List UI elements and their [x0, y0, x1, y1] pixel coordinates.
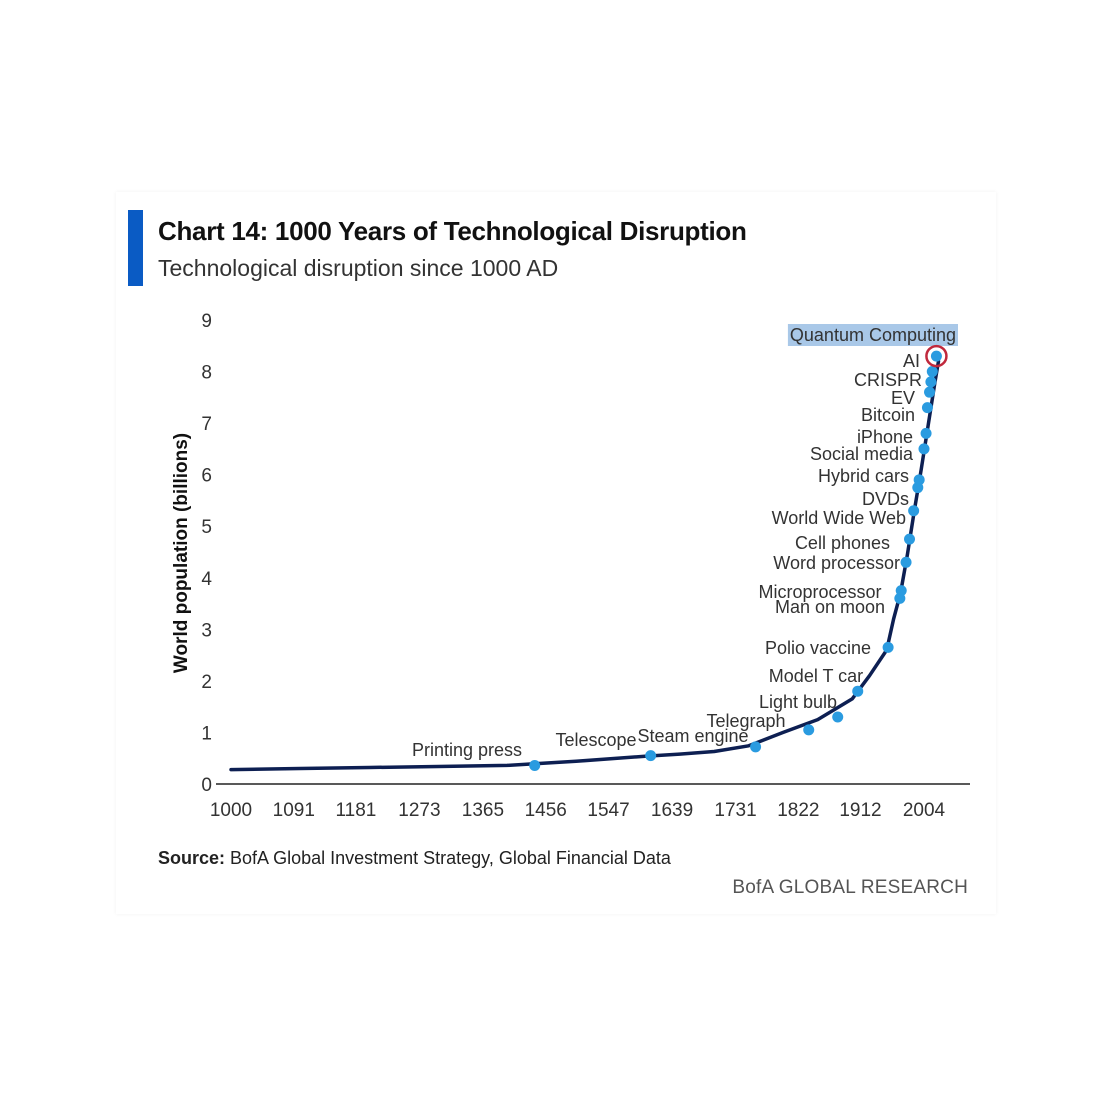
event-label-polio-vaccine: Polio vaccine	[765, 638, 871, 658]
y-tick-label: 5	[201, 517, 212, 538]
event-point-steam-engine	[750, 741, 762, 753]
event-label-social-media: Social media	[810, 444, 914, 464]
x-tick-label: 1912	[839, 800, 881, 821]
x-tick-label: 1456	[525, 800, 567, 821]
event-label-microprocessor: Microprocessor	[758, 582, 881, 602]
event-point-printing-press	[529, 759, 541, 771]
event-point-telegraph	[803, 724, 815, 736]
x-tick-label: 1547	[587, 800, 629, 821]
y-tick-label: 1	[201, 723, 212, 744]
event-label-hybrid-cars: Hybrid cars	[818, 466, 909, 486]
x-tick-label: 1000	[210, 800, 252, 821]
event-point-iphone	[920, 427, 932, 439]
event-point-microprocessor	[895, 585, 907, 597]
x-tick-label: 1365	[462, 800, 504, 821]
event-point-light-bulb	[832, 711, 844, 723]
chart-subtitle: Technological disruption since 1000 AD	[158, 255, 559, 281]
y-tick-label: 9	[201, 311, 212, 332]
event-label-man-on-moon: Man on moon	[775, 597, 885, 617]
event-label-crispr: CRISPR	[854, 370, 922, 390]
event-label-light-bulb: Light bulb	[759, 692, 837, 712]
highlight-ring-quantum-computing	[925, 344, 948, 368]
event-label-telegraph: Telegraph	[706, 711, 785, 731]
chart-title: Chart 14: 1000 Years of Technological Di…	[158, 216, 747, 246]
event-label-word-processor: Word processor	[773, 553, 900, 573]
event-point-social-media	[918, 443, 930, 455]
source-label: Source:	[158, 848, 226, 868]
x-tick-label: 1639	[651, 800, 693, 821]
y-tick-label: 6	[201, 466, 212, 487]
y-axis-label: World population (billions)	[171, 433, 192, 673]
y-tick-label: 7	[201, 414, 212, 435]
event-label-quantum-computing: Quantum Computing	[790, 325, 956, 345]
event-point-telescope	[645, 750, 657, 762]
event-point-cell-phones	[904, 533, 916, 545]
event-point-hybrid-cars	[913, 474, 925, 486]
event-label-printing-press: Printing press	[412, 740, 522, 760]
brand-logo-text: BofA GLOBAL RESEARCH	[732, 877, 968, 898]
y-tick-label: 4	[201, 569, 212, 590]
title-accent-bar	[128, 210, 143, 286]
chart-card	[116, 192, 996, 914]
y-tick-label: 2	[201, 672, 212, 693]
y-tick-label: 3	[201, 620, 212, 641]
x-tick-label: 1731	[714, 800, 756, 821]
event-label-ai: AI	[903, 351, 920, 371]
source-text: BofA Global Investment Strategy, Global …	[225, 848, 671, 868]
x-tick-label: 1273	[398, 800, 440, 821]
event-point-quantum-computing	[930, 350, 942, 362]
event-point-crispr	[925, 376, 937, 388]
event-point-bitcoin	[921, 402, 933, 414]
event-label-bitcoin: Bitcoin	[861, 405, 915, 425]
x-tick-label: 1181	[336, 800, 377, 821]
event-point-word-processor	[900, 556, 912, 568]
event-label-model-t-car: Model T car	[769, 666, 863, 686]
event-point-polio-vaccine	[882, 641, 894, 653]
event-label-ev: EV	[891, 388, 915, 408]
series-line-world-population	[229, 359, 941, 772]
event-point-ev	[924, 386, 936, 398]
event-label-iphone: iPhone	[857, 427, 913, 447]
source-note: Source: BofA Global Investment Strategy,…	[158, 848, 671, 869]
y-tick-label: 8	[201, 363, 212, 384]
y-tick-label: 0	[201, 775, 212, 796]
x-tick-label: 1091	[273, 800, 315, 821]
event-label-world-wide-web: World Wide Web	[772, 508, 906, 528]
event-point-ai	[926, 366, 938, 378]
event-label-cell-phones: Cell phones	[795, 533, 890, 553]
label-highlight-quantum-computing	[787, 324, 958, 346]
event-point-world-wide-web	[908, 505, 920, 517]
event-point-model-t-car	[852, 685, 864, 697]
x-tick-label: 2004	[903, 800, 946, 821]
event-label-telescope: Telescope	[555, 730, 636, 750]
event-label-dvds: DVDs	[862, 489, 909, 509]
event-label-steam-engine: Steam engine	[637, 726, 748, 746]
x-tick-label: 1822	[777, 800, 819, 821]
